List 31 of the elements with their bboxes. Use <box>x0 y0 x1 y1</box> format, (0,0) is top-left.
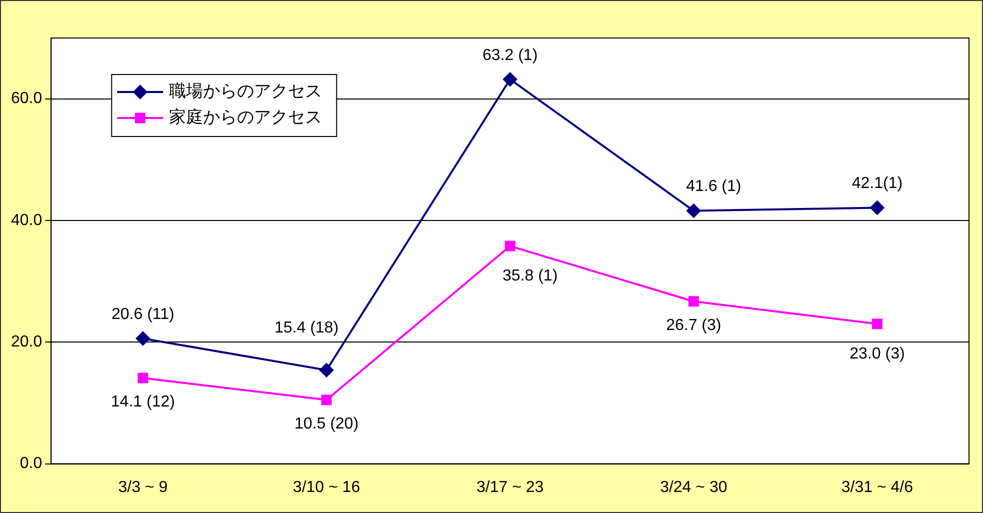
x-tick-label: 3/3 ~ 9 <box>118 478 168 496</box>
x-tick-label: 3/17 ~ 23 <box>476 478 544 496</box>
y-tick-label: 60.0 <box>11 90 42 108</box>
point <box>320 363 334 378</box>
data-label: 20.6 (11) <box>111 306 174 323</box>
data-label: 42.1(1) <box>852 175 903 192</box>
data-label: 15.4 (18) <box>274 320 339 337</box>
point <box>138 372 148 384</box>
legend-label: 職場からのアクセス <box>169 82 322 101</box>
data-label: 14.1 (12) <box>110 393 175 410</box>
y-tick-label: 40.0 <box>11 212 42 229</box>
point <box>504 240 516 252</box>
data-label: 23.0 (3) <box>850 345 905 362</box>
data-label: 63.2 (1) <box>482 46 538 64</box>
x-tick-label: 3/10 ~ 16 <box>292 478 360 496</box>
point <box>686 204 701 218</box>
x-tick-label: 3/24 ~ 30 <box>660 478 728 496</box>
y-tick-label: 0.0 <box>20 455 42 472</box>
point <box>870 200 884 215</box>
data-label: 41.6 (1) <box>686 178 742 196</box>
y-tick-label: 20.0 <box>11 334 42 351</box>
data-label: 10.5 (20) <box>294 415 359 432</box>
data-label: 35.8 (1) <box>502 267 558 284</box>
point <box>136 331 150 346</box>
point <box>321 394 332 406</box>
point <box>688 296 699 307</box>
point <box>872 318 882 330</box>
x-tick-label: 3/31 ~ 4/6 <box>841 478 914 496</box>
point <box>503 72 518 86</box>
data-label: 26.7 (3) <box>666 316 722 334</box>
legend-label: 家庭からのアクセス <box>169 108 322 127</box>
